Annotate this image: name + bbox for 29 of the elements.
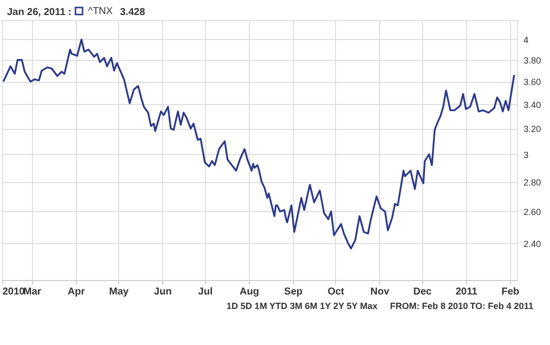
line-series (2, 38, 516, 250)
x-tick-label: Dec (413, 286, 432, 298)
text: Jan 26, 2011 : (7, 7, 72, 18)
legend-label: ^TNX (88, 6, 114, 17)
x-tick-label: Mar (23, 286, 42, 298)
y-tick-label: 3.40 (524, 100, 542, 110)
text: 3.428 (120, 7, 146, 18)
x-tick-label: Nov (370, 286, 390, 298)
y-tick-label: 2.40 (524, 238, 542, 249)
y-tick-label: 3.80 (524, 55, 542, 66)
y-tick-label: 3.60 (524, 77, 542, 88)
x-tick-label: Jul (198, 286, 213, 298)
x-tick-label: May (109, 286, 129, 298)
x-tick-label: Feb (502, 286, 520, 298)
y-tick-label: 3.20 (524, 124, 542, 134)
y-tick-label: 4 (524, 34, 529, 45)
x-tick-label: Apr (68, 286, 85, 298)
x-tick-label: Jun (154, 286, 172, 298)
y-tick-label: 2.80 (524, 177, 542, 188)
y-tick-label: 3 (524, 150, 529, 160)
text: 1D 5D 1M YTD 3M 6M 1Y 2Y 5Y Max (226, 301, 378, 311)
text: FROM: Feb 8 2010 (390, 301, 468, 311)
x-tick-label: 2010 (2, 286, 26, 298)
x-tick-label: Aug (240, 286, 260, 298)
y-tick-label: 2.60 (524, 206, 542, 217)
x-tick-label: Sep (284, 286, 303, 298)
x-tick-label: Oct (328, 286, 345, 298)
x-tick-label: 2011 (456, 286, 478, 298)
text: TO: Feb 4 2011 (470, 301, 534, 311)
